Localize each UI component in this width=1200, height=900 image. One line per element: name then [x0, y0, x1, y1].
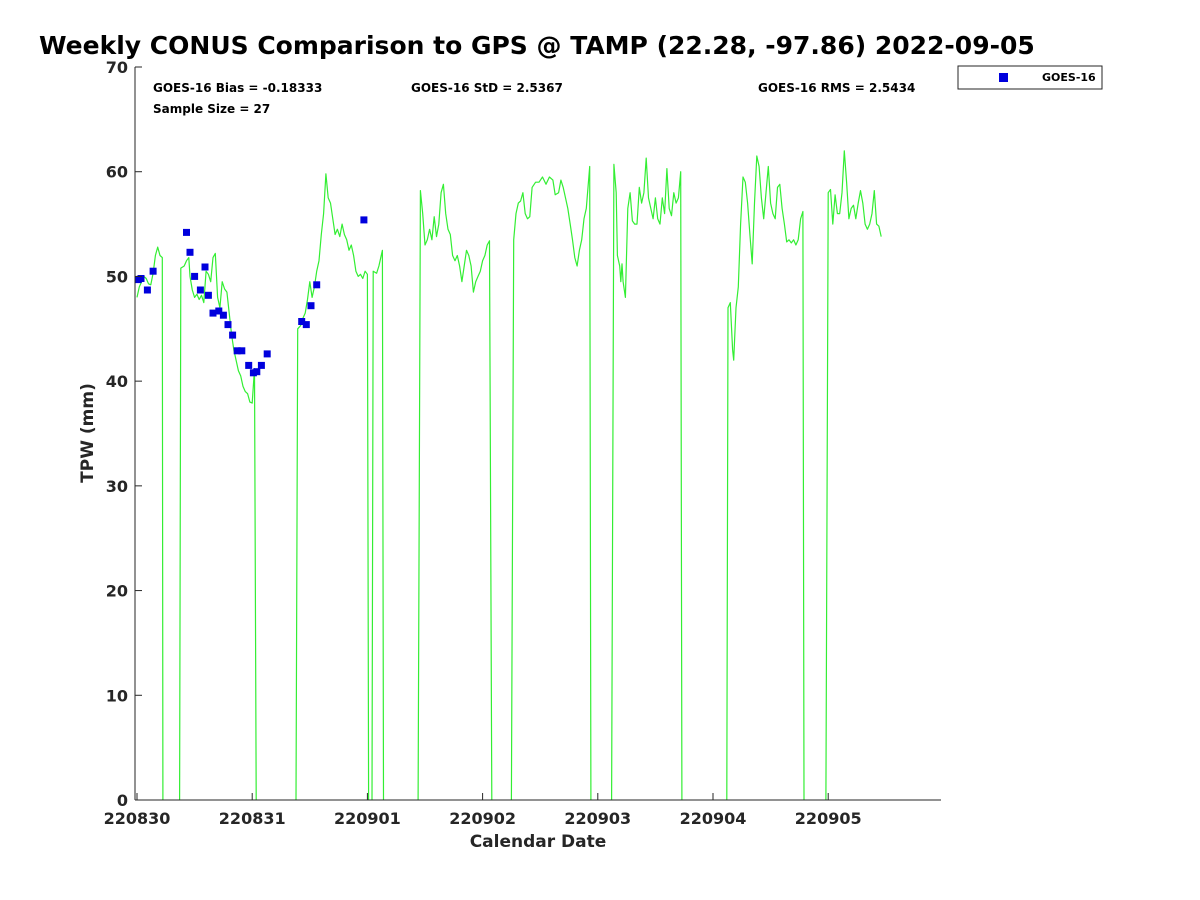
- goes16-point: [233, 347, 241, 355]
- y-tick-label: 60: [106, 163, 128, 182]
- goes16-point: [253, 368, 261, 376]
- x-axis-label: Calendar Date: [470, 832, 607, 852]
- x-tick-label: 220831: [219, 809, 286, 828]
- gps-series-line-segment: [825, 150, 882, 801]
- goes16-point: [201, 263, 209, 271]
- goes16-point: [219, 311, 227, 319]
- stat-rms: GOES-16 RMS = 2.5434: [758, 81, 915, 95]
- goes16-point: [209, 309, 217, 317]
- goes16-point: [229, 331, 237, 339]
- y-axis-label: TPW (mm): [78, 383, 98, 483]
- goes16-point: [245, 361, 253, 369]
- legend-box: [957, 65, 1103, 90]
- goes16-point: [143, 286, 151, 294]
- legend-label-goes16: GOES-16: [1042, 71, 1096, 84]
- y-tick-label: 50: [106, 267, 128, 286]
- stat-std: GOES-16 StD = 2.5367: [411, 81, 563, 95]
- x-tick-label: 220901: [334, 809, 401, 828]
- gps-series-line-segment: [726, 155, 805, 801]
- goes16-point: [183, 228, 190, 236]
- goes16-point: [149, 267, 157, 275]
- y-ticks: 0 10 20 30 40 50 60 70: [106, 58, 142, 810]
- y-tick-label: 70: [106, 58, 128, 77]
- goes16-point: [215, 307, 223, 315]
- goes16-point: [238, 347, 246, 355]
- x-ticks: 220830 220831 220901 220902 220903 220904 2209…: [104, 793, 862, 828]
- plot-area: 0 10 20 30 40 50 60 70 220830 220831 220901 220902…: [104, 58, 941, 828]
- goes16-point: [257, 361, 265, 369]
- y-tick-label: 30: [106, 477, 128, 496]
- x-tick-label: 220905: [795, 809, 862, 828]
- gps-series-line-segment: [179, 252, 257, 801]
- x-tick-label: 220830: [104, 809, 171, 828]
- legend-marker-goes16: [999, 73, 1008, 82]
- goes16-point: [313, 281, 321, 289]
- y-tick-label: 10: [106, 686, 128, 705]
- goes16-point: [302, 321, 310, 329]
- gps-series-line-segment: [417, 183, 493, 801]
- goes16-point: [191, 272, 199, 280]
- goes16-point: [196, 286, 204, 294]
- goes16-point: [186, 248, 194, 256]
- chart-title: Weekly CONUS Comparison to GPS @ TAMP (2…: [39, 31, 1035, 60]
- y-tick-label: 40: [106, 372, 128, 391]
- stat-bias: GOES-16 Bias = -0.18333: [153, 81, 322, 95]
- series-layer: [134, 150, 882, 801]
- x-tick-label: 220903: [564, 809, 631, 828]
- goes16-point: [307, 302, 315, 310]
- goes16-point: [360, 216, 368, 224]
- gps-series-line-segment: [611, 157, 683, 801]
- goes16-point: [204, 291, 212, 299]
- gps-series-line-segment: [371, 249, 385, 801]
- goes16-point: [263, 350, 271, 358]
- y-tick-label: 20: [106, 582, 128, 601]
- gps-series-line-segment: [510, 165, 592, 801]
- goes16-point: [298, 318, 306, 325]
- goes16-point: [137, 275, 145, 282]
- goes16-point: [224, 321, 232, 329]
- y-tick-label: 0: [117, 791, 128, 810]
- stat-sample-size: Sample Size = 27: [153, 102, 270, 116]
- gps-series-line-segment: [295, 173, 370, 801]
- x-tick-label: 220904: [680, 809, 747, 828]
- legend: GOES-16: [957, 65, 1103, 90]
- x-tick-label: 220902: [449, 809, 516, 828]
- plot-background: [135, 67, 941, 800]
